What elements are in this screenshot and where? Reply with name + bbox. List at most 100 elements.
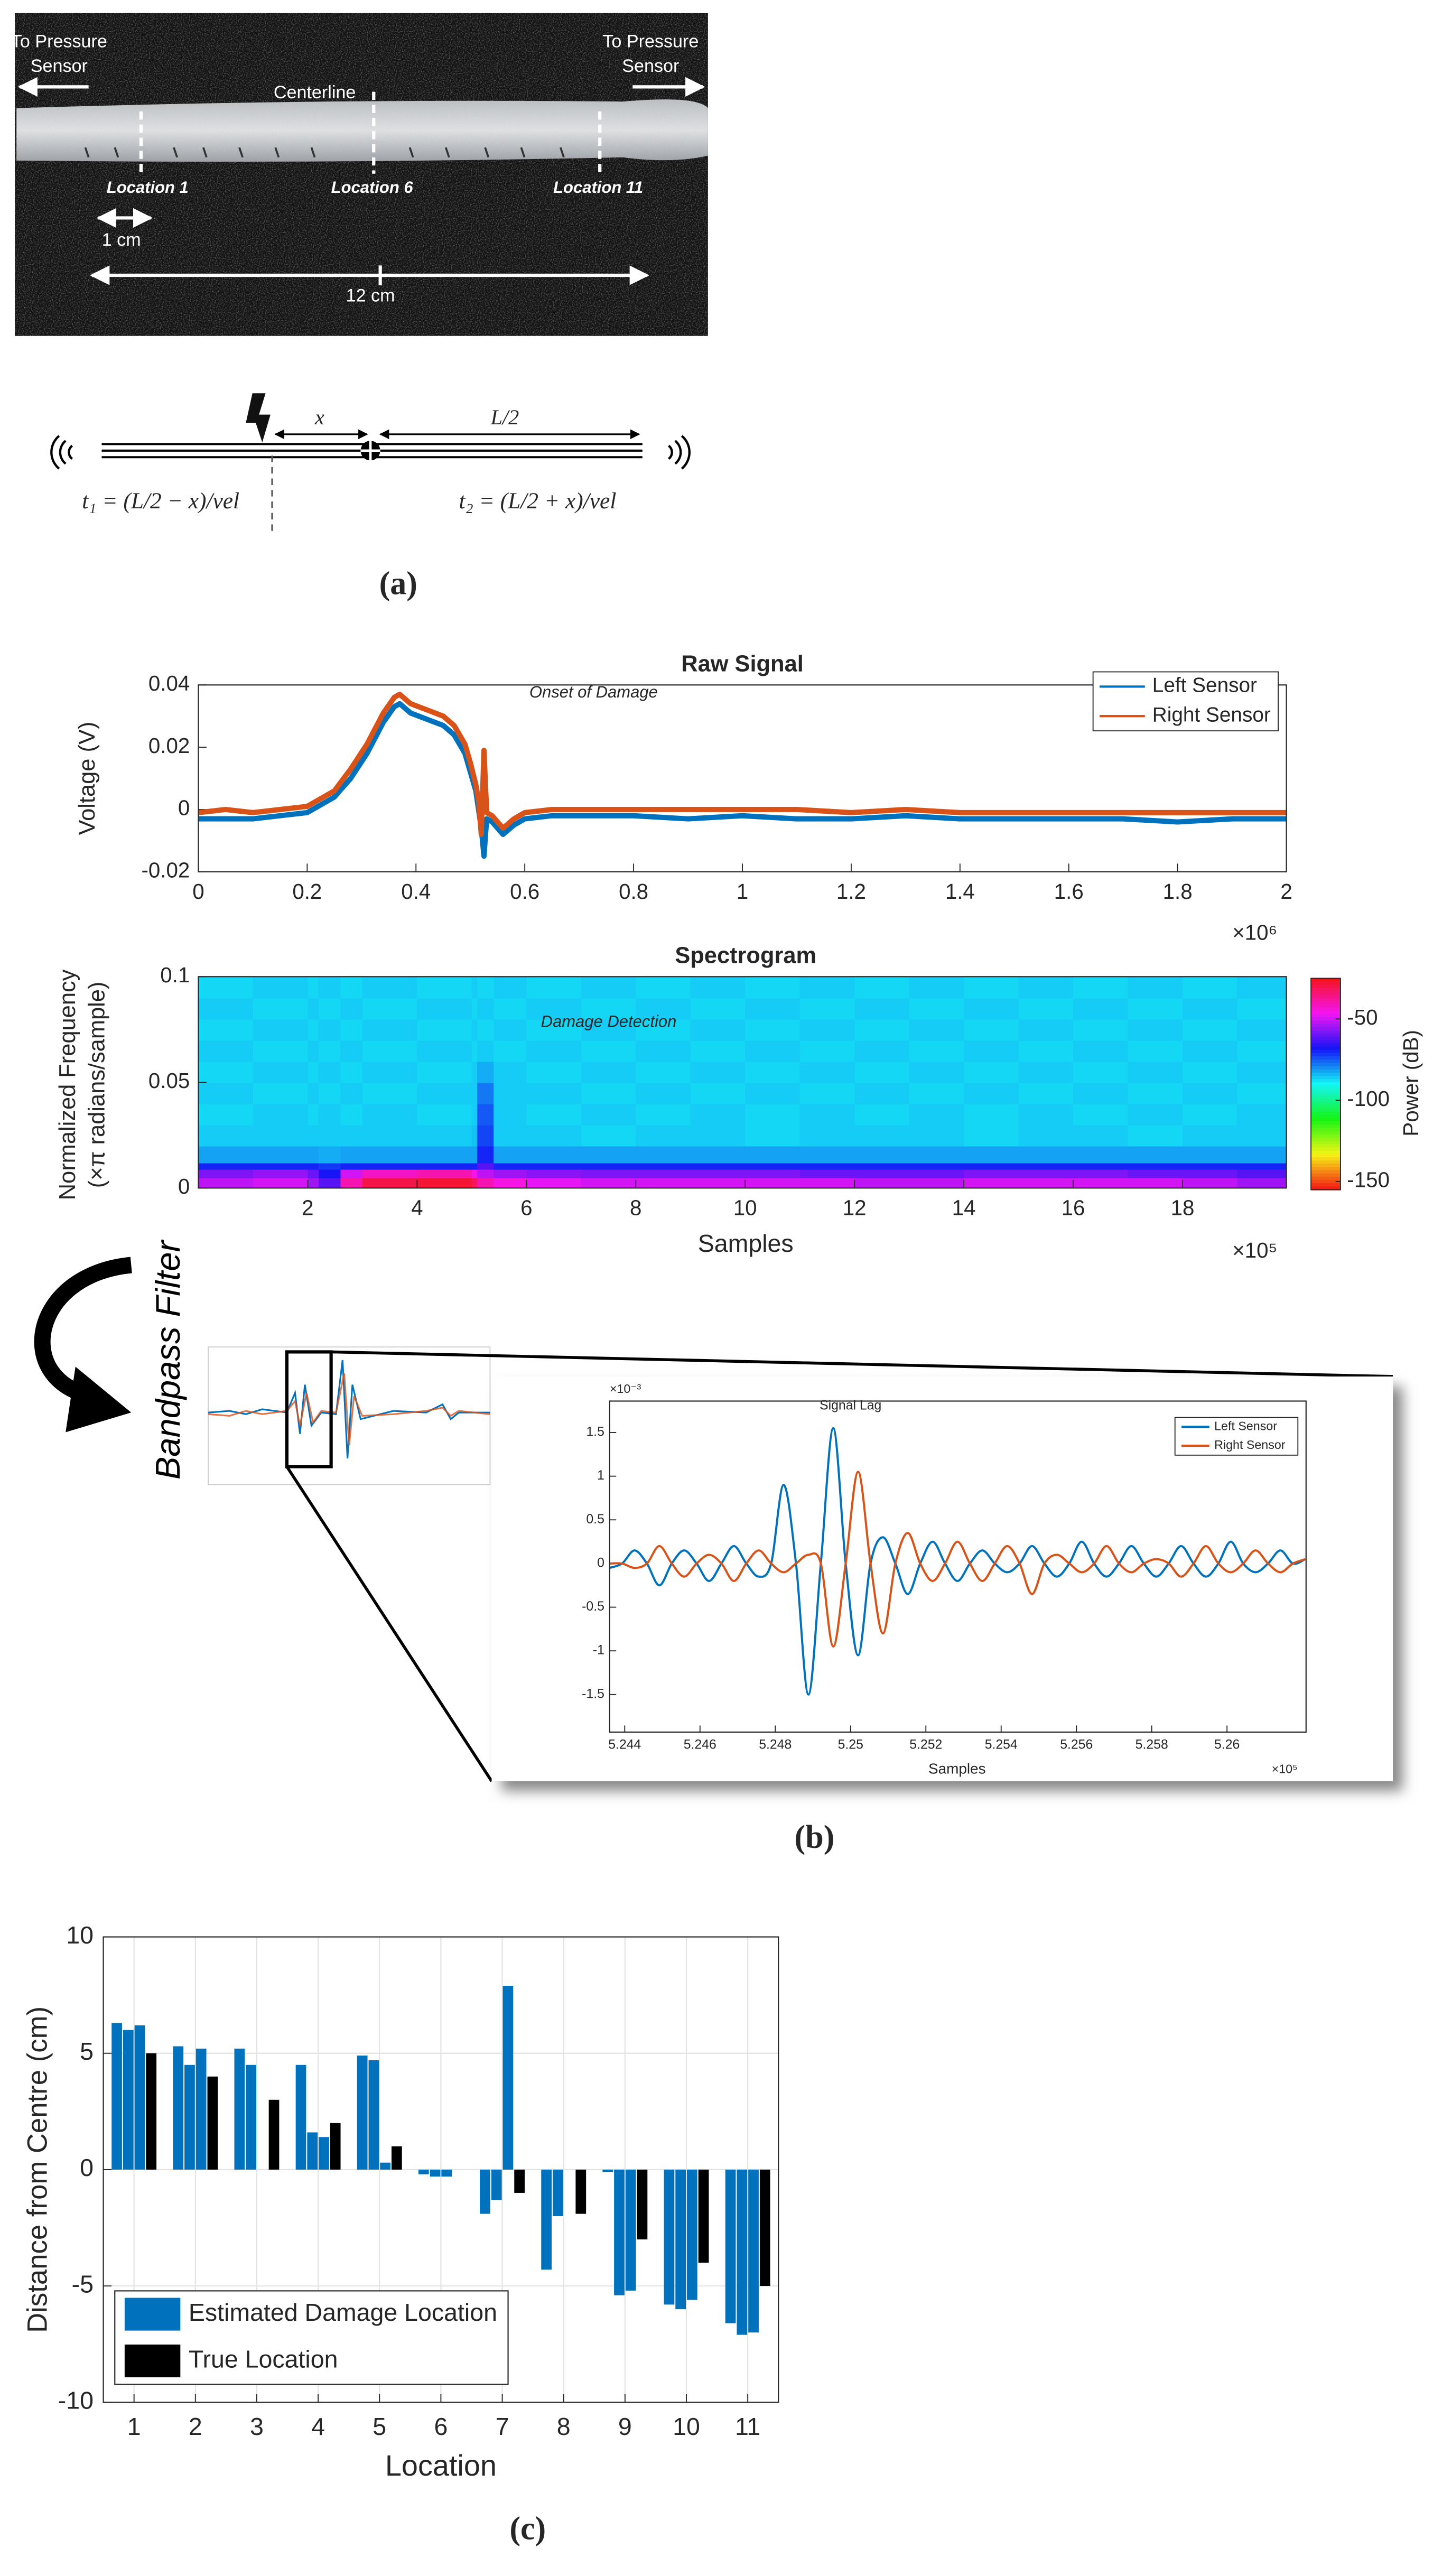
plot-frame [198, 976, 1287, 1189]
heatmap-cell [308, 1040, 320, 1062]
legend-box [1174, 1417, 1299, 1456]
heatmap-cell [253, 977, 309, 999]
heatmap-cell [581, 1124, 637, 1147]
x-tick-label: 10 [733, 1196, 757, 1220]
colorbar-segment [1311, 1164, 1341, 1168]
heatmap-cell [253, 1169, 309, 1178]
heatmap-cell [362, 1163, 418, 1170]
colorbar-segment [1311, 984, 1341, 989]
heatmap-cell [799, 1019, 855, 1041]
colorbar-segment [1311, 1040, 1341, 1044]
x-tick-label: 0.4 [401, 880, 431, 904]
x-tick-label: 5.244 [608, 1737, 641, 1752]
bar [111, 2023, 122, 2170]
x-tick-label: 5.252 [909, 1737, 942, 1752]
heatmap-cell [340, 1146, 364, 1164]
x-tick-label: 16 [1062, 1196, 1085, 1220]
bar [748, 2169, 759, 2333]
heatmap-cell [362, 977, 418, 999]
heatmap-cell [1182, 1177, 1238, 1188]
colorbar-segment [1311, 1095, 1341, 1100]
bar [637, 2169, 648, 2240]
heatmap-cell [854, 1169, 910, 1178]
heatmap-cell [1128, 1146, 1184, 1164]
heatmap-cell [477, 1124, 495, 1147]
bar [357, 2056, 368, 2170]
heatmap-cell [308, 1082, 320, 1104]
photo-label: 1 cm [102, 230, 141, 250]
x-tick-label: 0 [192, 880, 204, 904]
x-tick-label: 9 [618, 2413, 632, 2440]
x-axis-label: Samples [698, 1230, 794, 1257]
heatmap-cell [745, 1061, 801, 1083]
photo-label: Location 1 [107, 178, 189, 197]
heatmap-cell [308, 998, 320, 1020]
heatmap-cell [1237, 1163, 1287, 1170]
heatmap-cell [198, 998, 254, 1020]
panel-label: (a) [379, 565, 417, 601]
bandpass-label: Bandpass Filter [148, 1239, 187, 1480]
x-tick-label: 6 [434, 2413, 448, 2440]
heatmap-cell [494, 1019, 527, 1041]
heatmap-cell [494, 1082, 527, 1104]
heatmap-cell [1018, 1146, 1074, 1164]
heatmap-cell [909, 1163, 965, 1170]
colorbar-segment [1311, 1167, 1341, 1171]
heatmap-cell [362, 1082, 418, 1104]
heatmap-cell [1018, 1061, 1074, 1083]
heatmap-cell [417, 1061, 473, 1083]
heatmap-cell [854, 977, 910, 999]
y-tick-label: -1.5 [582, 1687, 604, 1701]
heatmap-cell [319, 1169, 341, 1178]
chart-title: Raw Signal [681, 652, 804, 677]
heatmap-cell [477, 1040, 495, 1062]
heatmap-cell [1018, 1019, 1074, 1041]
annotation: Damage Detection [541, 1012, 677, 1030]
heatmap-cell [471, 1061, 478, 1083]
heatmap-cell [471, 977, 478, 999]
heatmap-cell [1182, 1169, 1238, 1178]
heatmap-cell [1237, 977, 1287, 999]
heatmap-cell [477, 998, 495, 1020]
colorbar-segment [1311, 1089, 1341, 1093]
bar [246, 2064, 256, 2170]
photo-label: To Pressure [11, 32, 107, 52]
heatmap-cell [964, 1163, 1019, 1170]
x-axis-label: Samples [928, 1761, 986, 1777]
photo-label: Sensor [622, 56, 679, 76]
heatmap-cell [636, 977, 691, 999]
heatmap-cell [964, 1103, 1019, 1126]
heatmap-cell [1018, 977, 1074, 999]
heatmap-cell [1237, 1124, 1287, 1147]
heatmap-cell [909, 1169, 965, 1178]
heatmap-cell [636, 1040, 691, 1062]
heatmap-cell [690, 1103, 746, 1126]
colorbar-segment [1311, 998, 1341, 1002]
colorbar-segment [1311, 1020, 1341, 1025]
heatmap-cell [1182, 1040, 1238, 1062]
heatmap-cell [636, 1124, 691, 1147]
heatmap-cell [1018, 1163, 1074, 1170]
x-tick-label: 0.6 [510, 880, 539, 904]
heatmap-cell [799, 1124, 855, 1147]
colorbar-segment [1311, 1024, 1341, 1028]
heatmap-cell [1237, 1061, 1287, 1083]
colorbar-segment [1311, 1010, 1341, 1015]
heatmap-cell [636, 1019, 691, 1041]
photo-label: Location 11 [553, 178, 643, 197]
x-tick-label: 11 [735, 2413, 760, 2440]
legend-label: Right Sensor [1152, 703, 1271, 726]
heatmap-cell [340, 1124, 364, 1147]
bar [418, 2169, 429, 2174]
thumbnail [208, 1346, 491, 1485]
y-tick-label: 0.1 [160, 963, 190, 987]
colorbar-segment [1311, 978, 1341, 982]
bar [664, 2169, 675, 2305]
heatmap-cell [477, 1163, 495, 1170]
y-tick-label: 5 [80, 2038, 94, 2065]
colorbar-segment [1311, 1102, 1341, 1106]
colorbar-segment [1311, 1059, 1341, 1064]
x-tick-label: 5.256 [1060, 1737, 1093, 1752]
y-axis-label: Voltage (V) [75, 722, 100, 835]
heatmap-cell [477, 1082, 495, 1104]
